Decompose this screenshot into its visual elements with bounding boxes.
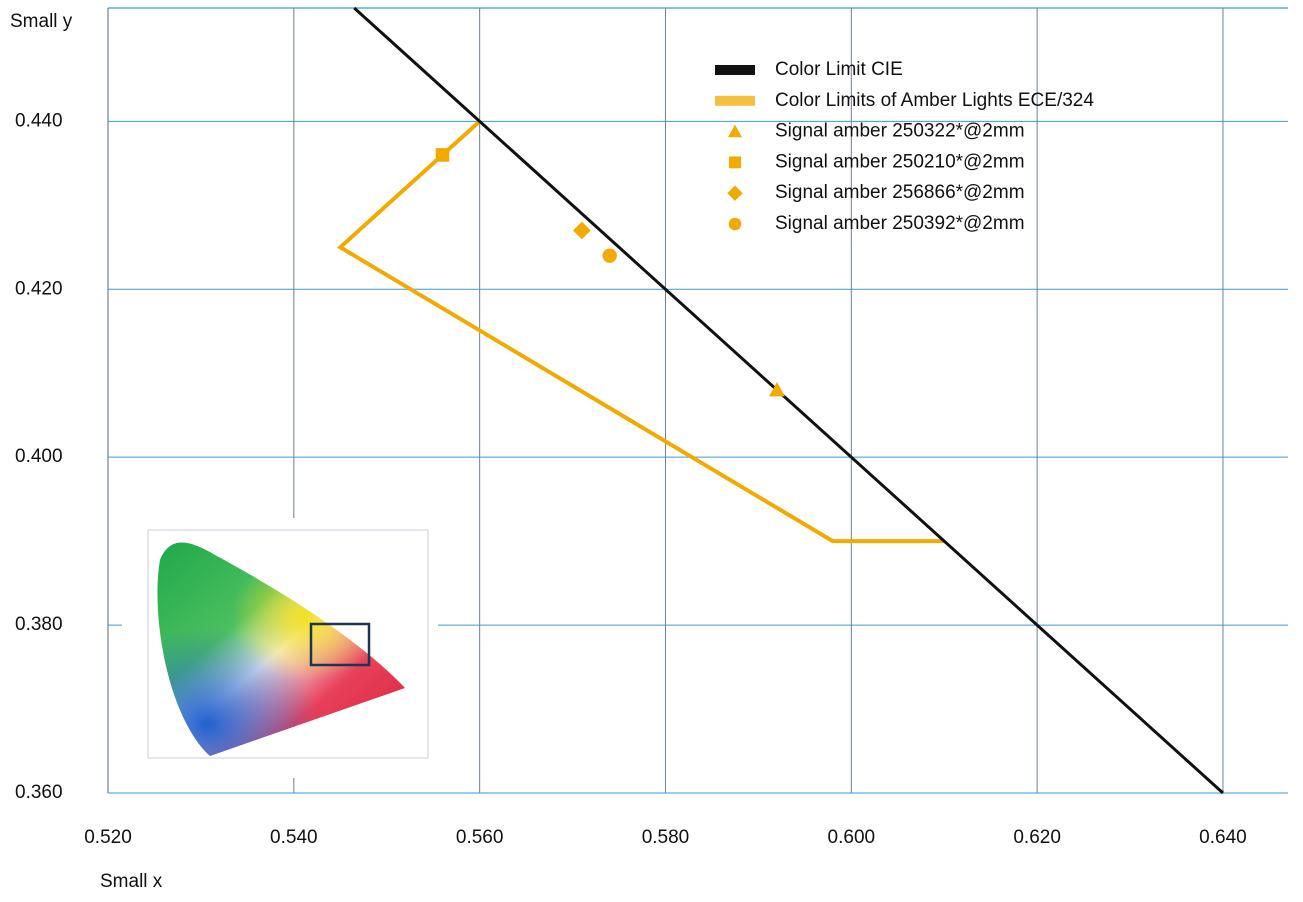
legend-swatch <box>728 124 742 138</box>
series-line <box>336 119 945 544</box>
y-tick-label: 0.440 <box>15 110 63 131</box>
marker <box>768 382 785 397</box>
inset-frame <box>147 529 429 759</box>
x-tick-label: 0.520 <box>84 827 132 848</box>
plot-area <box>336 6 1224 795</box>
legend-swatch <box>715 95 755 106</box>
series-line <box>353 6 1224 795</box>
inset-yellow <box>157 542 405 756</box>
x-tick-label: 0.560 <box>456 827 504 848</box>
y-tick-label: 0.420 <box>15 278 63 299</box>
legend-label: Signal amber 250210*@2mm <box>775 151 1025 172</box>
legend-label: Signal amber 256866*@2mm <box>775 182 1025 203</box>
y-tick-label: 0.380 <box>15 614 63 635</box>
legend-label: Color Limits of Amber Lights ECE/324 <box>775 90 1094 111</box>
x-tick-label: 0.620 <box>1013 827 1061 848</box>
legend-swatch <box>715 65 755 75</box>
legend-swatch <box>727 185 743 201</box>
y-tick-label: 0.360 <box>15 782 63 803</box>
x-axis-label: Small x <box>100 871 163 892</box>
legend: Color Limit CIE Color Limits of Amber Lig… <box>715 59 1094 234</box>
cie-diagram-inset <box>122 518 438 778</box>
legend-swatch <box>729 156 741 169</box>
legend-swatch <box>728 217 742 231</box>
y-axis-label: Small y <box>10 11 73 32</box>
x-tick-label: 0.640 <box>1199 827 1247 848</box>
legend-label: Color Limit CIE <box>775 59 903 80</box>
x-tick-label: 0.600 <box>828 827 876 848</box>
marker <box>602 248 617 263</box>
marker <box>435 148 450 162</box>
x-tick-label: 0.540 <box>270 827 318 848</box>
marker <box>573 221 591 240</box>
y-tick-label: 0.400 <box>15 446 63 467</box>
x-tick-label: 0.580 <box>642 827 690 848</box>
legend-label: Signal amber 250322*@2mm <box>775 121 1025 142</box>
inset-zoom-box <box>309 622 371 667</box>
legend-label: Signal amber 250392*@2mm <box>775 213 1025 234</box>
